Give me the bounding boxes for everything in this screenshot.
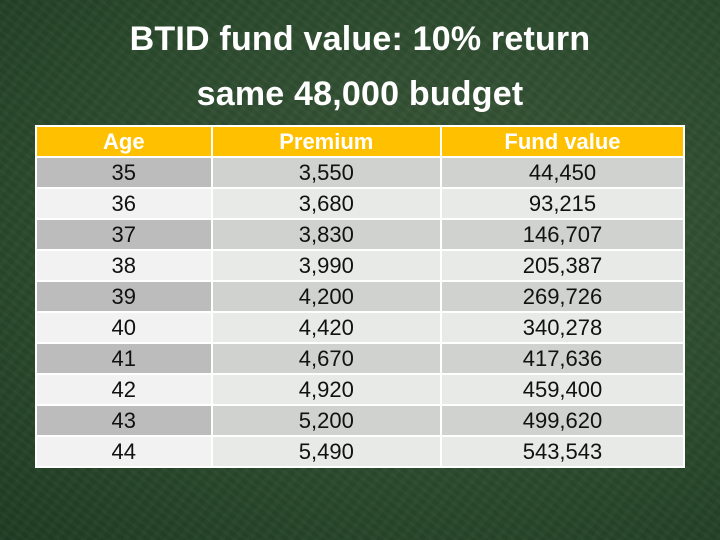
age-cell: 37	[35, 218, 213, 251]
fund-value-cell: 93,215	[439, 187, 686, 220]
age-cell: 35	[35, 156, 213, 189]
slide-title: BTID fund value: 10% return same 48,000 …	[0, 12, 720, 122]
fund-value-cell: 417,636	[439, 342, 686, 375]
table-row: 38 3,990 205,387	[35, 249, 686, 282]
age-cell: 41	[35, 342, 213, 375]
age-cell: 39	[35, 280, 213, 313]
table-header-cell: Age	[35, 125, 213, 158]
table-row: 43 5,200 499,620	[35, 404, 686, 437]
table-row: 40 4,420 340,278	[35, 311, 686, 344]
age-cell: 40	[35, 311, 213, 344]
table-row: 36 3,680 93,215	[35, 187, 686, 220]
table-row: 41 4,670 417,636	[35, 342, 686, 375]
fund-value-cell: 146,707	[439, 218, 686, 251]
slide-title-line1: BTID fund value: 10% return	[129, 20, 591, 58]
table-row: 39 4,200 269,726	[35, 280, 686, 313]
premium-cell: 4,920	[210, 373, 442, 406]
age-cell: 38	[35, 249, 213, 282]
fund-value-cell: 269,726	[439, 280, 686, 313]
age-cell: 36	[35, 187, 213, 220]
fund-value-cell: 44,450	[439, 156, 686, 189]
premium-cell: 3,830	[210, 218, 442, 251]
premium-cell: 3,990	[210, 249, 442, 282]
premium-cell: 4,200	[210, 280, 442, 313]
fund-value-cell: 340,278	[439, 311, 686, 344]
fund-value-cell: 543,543	[439, 435, 686, 468]
age-cell: 43	[35, 404, 213, 437]
fund-value-cell: 499,620	[439, 404, 686, 437]
premium-cell: 3,550	[210, 156, 442, 189]
age-cell: 42	[35, 373, 213, 406]
table-header-row: Age Premium Fund value	[35, 125, 686, 158]
premium-cell: 3,680	[210, 187, 442, 220]
table-body: 35 3,550 44,450 36 3,680 93,215 37 3,830 146,707…	[35, 156, 686, 468]
table-row: 37 3,830 146,707	[35, 218, 686, 251]
age-cell: 44	[35, 435, 213, 468]
table-row: 44 5,490 543,543	[35, 435, 686, 468]
table-header-cell: Premium	[210, 125, 442, 158]
premium-cell: 4,420	[210, 311, 442, 344]
table-row: 35 3,550 44,450	[35, 156, 686, 189]
fund-value-table: Age Premium Fund value 35 3,550 44,450 36 3,68…	[35, 125, 686, 468]
table-row: 42 4,920 459,400	[35, 373, 686, 406]
table-header-cell: Fund value	[439, 125, 686, 158]
premium-cell: 5,200	[210, 404, 442, 437]
fund-value-cell: 459,400	[439, 373, 686, 406]
slide-title-line2: same 48,000 budget	[196, 75, 524, 113]
premium-cell: 4,670	[210, 342, 442, 375]
fund-value-cell: 205,387	[439, 249, 686, 282]
premium-cell: 5,490	[210, 435, 442, 468]
